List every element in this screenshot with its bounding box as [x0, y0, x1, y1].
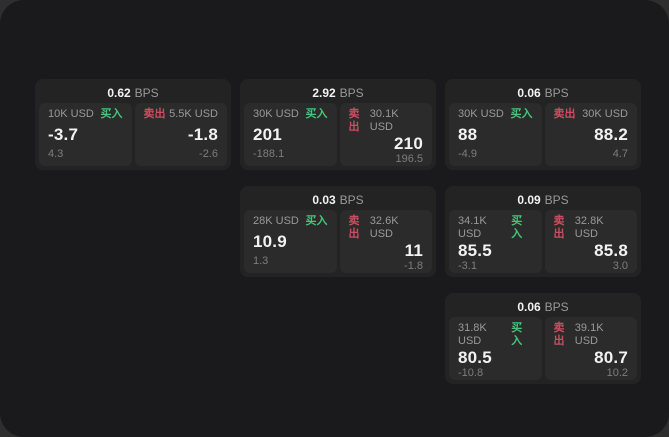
sell-delta: 4.7	[612, 148, 628, 160]
sell-price: 210	[394, 134, 423, 153]
buy-price: 85.5	[458, 241, 492, 260]
buy-amount: 31.8K USD	[458, 322, 487, 347]
quote-card-6: 0.06 BPS 31.8K USD 买入 80.5 -10.8 卖出 39.1…	[445, 293, 641, 384]
bps-unit-label: BPS	[339, 193, 364, 207]
sell-side-label: 卖出	[143, 108, 166, 120]
buy-amount: 34.1K USD	[458, 215, 487, 240]
sell-tile[interactable]: 卖出 5.5K USD -1.8 -2.6	[134, 103, 227, 166]
buy-sell-panels: 31.8K USD 买入 80.5 -10.8 卖出 39.1K USD 80.…	[449, 317, 637, 380]
sell-side-label: 卖出	[348, 215, 360, 240]
sell-price: 88.2	[594, 125, 628, 144]
sell-side-label: 卖出	[553, 108, 576, 120]
card-header: 0.62 BPS	[39, 83, 227, 103]
sell-tile[interactable]: 卖出 30K USD 88.2 4.7	[544, 103, 637, 166]
sell-tile[interactable]: 卖出 32.6K USD 11 -1.8	[339, 210, 432, 273]
bps-unit-label: BPS	[544, 86, 569, 100]
buy-sell-panels: 30K USD 买入 201 -188.1 卖出 30.1K USD 210 1…	[244, 103, 432, 166]
buy-tile[interactable]: 30K USD 买入 201 -188.1	[244, 103, 337, 166]
buy-side-label: 买入	[305, 215, 328, 227]
buy-delta: -4.9	[458, 148, 477, 160]
buy-sell-panels: 30K USD 买入 88 -4.9 卖出 30K USD 88.2 4.7	[449, 103, 637, 166]
sell-amount: 30.1K USD	[369, 108, 399, 133]
card-header: 0.06 BPS	[449, 297, 637, 317]
bps-value: 2.92	[312, 86, 336, 100]
buy-tile[interactable]: 10K USD 买入 -3.7 4.3	[39, 103, 132, 166]
card-header: 2.92 BPS	[244, 83, 432, 103]
bps-unit-label: BPS	[544, 300, 569, 314]
sell-delta: 10.2	[606, 367, 628, 379]
sell-tile[interactable]: 卖出 30.1K USD 210 196.5	[339, 103, 432, 166]
sell-delta: 196.5	[395, 153, 423, 165]
bps-unit-label: BPS	[134, 86, 159, 100]
sell-delta: -1.8	[404, 260, 423, 272]
sell-side-label: 卖出	[553, 215, 565, 240]
buy-tile[interactable]: 34.1K USD 买入 85.5 -3.1	[449, 210, 542, 273]
buy-side-label: 买入	[100, 108, 123, 120]
buy-amount: 30K USD	[253, 108, 299, 120]
buy-tile[interactable]: 28K USD 买入 10.9 1.3	[244, 210, 337, 273]
sell-price: -1.8	[187, 125, 218, 144]
quote-card-2: 2.92 BPS 30K USD 买入 201 -188.1 卖出 30.1K …	[240, 79, 436, 170]
buy-sell-panels: 34.1K USD 买入 85.5 -3.1 卖出 32.8K USD 85.8…	[449, 210, 637, 273]
buy-price: 10.9	[253, 232, 287, 251]
bps-value: 0.06	[517, 86, 541, 100]
sell-tile[interactable]: 卖出 32.8K USD 85.8 3.0	[544, 210, 637, 273]
sell-delta: -2.6	[199, 148, 218, 160]
quote-card-1: 0.62 BPS 10K USD 买入 -3.7 4.3 卖出 5.5K USD	[35, 79, 231, 170]
sell-side-label: 卖出	[553, 322, 565, 347]
sell-amount: 32.6K USD	[369, 215, 399, 240]
bps-value: 0.06	[517, 300, 541, 314]
buy-price: 201	[253, 125, 282, 144]
quote-cards-grid: 0.62 BPS 10K USD 买入 -3.7 4.3 卖出 5.5K USD	[35, 79, 641, 384]
buy-delta: -10.8	[458, 367, 484, 379]
buy-tile[interactable]: 31.8K USD 买入 80.5 -10.8	[449, 317, 542, 380]
sell-amount: 39.1K USD	[574, 322, 604, 347]
sell-delta: 3.0	[612, 260, 628, 272]
buy-sell-panels: 28K USD 买入 10.9 1.3 卖出 32.6K USD 11 -1.8	[244, 210, 432, 273]
bps-unit-label: BPS	[339, 86, 364, 100]
buy-delta: -188.1	[253, 148, 285, 160]
buy-delta: -3.1	[458, 260, 477, 272]
buy-price: 88	[458, 125, 478, 144]
sell-amount: 32.8K USD	[574, 215, 604, 240]
bps-value: 0.62	[107, 86, 131, 100]
sell-price: 85.8	[594, 241, 628, 260]
buy-sell-panels: 10K USD 买入 -3.7 4.3 卖出 5.5K USD -1.8 -2.…	[39, 103, 227, 166]
card-header: 0.06 BPS	[449, 83, 637, 103]
buy-side-label: 买入	[510, 108, 533, 120]
buy-amount: 30K USD	[458, 108, 504, 120]
buy-delta: 1.3	[253, 255, 269, 267]
buy-delta: 4.3	[48, 148, 64, 160]
buy-side-label: 买入	[511, 215, 523, 240]
buy-amount: 28K USD	[253, 215, 299, 227]
card-header: 0.09 BPS	[449, 190, 637, 210]
sell-side-label: 卖出	[348, 108, 360, 133]
bps-value: 0.03	[312, 193, 336, 207]
quote-card-5: 0.09 BPS 34.1K USD 买入 85.5 -3.1 卖出 32.8K…	[445, 186, 641, 277]
sell-amount: 30K USD	[582, 108, 628, 120]
bps-value: 0.09	[517, 193, 541, 207]
sell-tile[interactable]: 卖出 39.1K USD 80.7 10.2	[544, 317, 637, 380]
sell-amount: 5.5K USD	[169, 108, 218, 120]
card-header: 0.03 BPS	[244, 190, 432, 210]
quote-card-4: 0.03 BPS 28K USD 买入 10.9 1.3 卖出 32.6K US…	[240, 186, 436, 277]
buy-price: -3.7	[48, 125, 79, 144]
buy-tile[interactable]: 30K USD 买入 88 -4.9	[449, 103, 542, 166]
bps-unit-label: BPS	[544, 193, 569, 207]
buy-side-label: 买入	[305, 108, 328, 120]
buy-price: 80.5	[458, 348, 492, 367]
sell-price: 11	[404, 241, 423, 260]
buy-amount: 10K USD	[48, 108, 94, 120]
quote-card-3: 0.06 BPS 30K USD 买入 88 -4.9 卖出 30K USD	[445, 79, 641, 170]
buy-side-label: 买入	[511, 322, 523, 347]
sell-price: 80.7	[594, 348, 628, 367]
